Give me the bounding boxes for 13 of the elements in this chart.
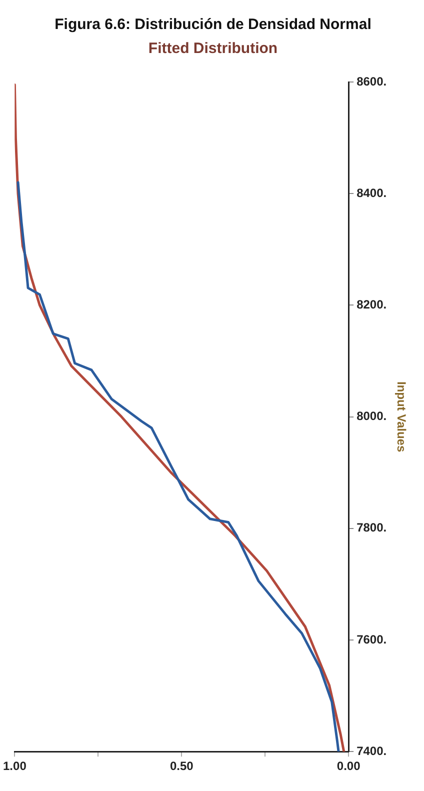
x-tick-label: 1.00 — [3, 759, 27, 774]
x-tick-label: 0.50 — [170, 759, 194, 774]
y-tick-label: 7800. — [356, 520, 387, 535]
y-tick-label: 8200. — [356, 298, 387, 312]
y-tick-label: 7600. — [356, 632, 387, 646]
y-tick-label: 7400. — [356, 744, 387, 758]
y-axis-title: Input Values — [394, 381, 408, 452]
y-tick-label: 8600. — [356, 74, 387, 88]
x-tick-label: 0.00 — [336, 759, 361, 774]
chart-subtitle: Fitted Distribution — [148, 40, 278, 58]
chart-title: Figura 6.6: Distribución de Densidad Normal — [54, 16, 372, 34]
y-tick-label: 8000. — [356, 409, 387, 424]
y-tick-label: 8400. — [356, 186, 387, 200]
